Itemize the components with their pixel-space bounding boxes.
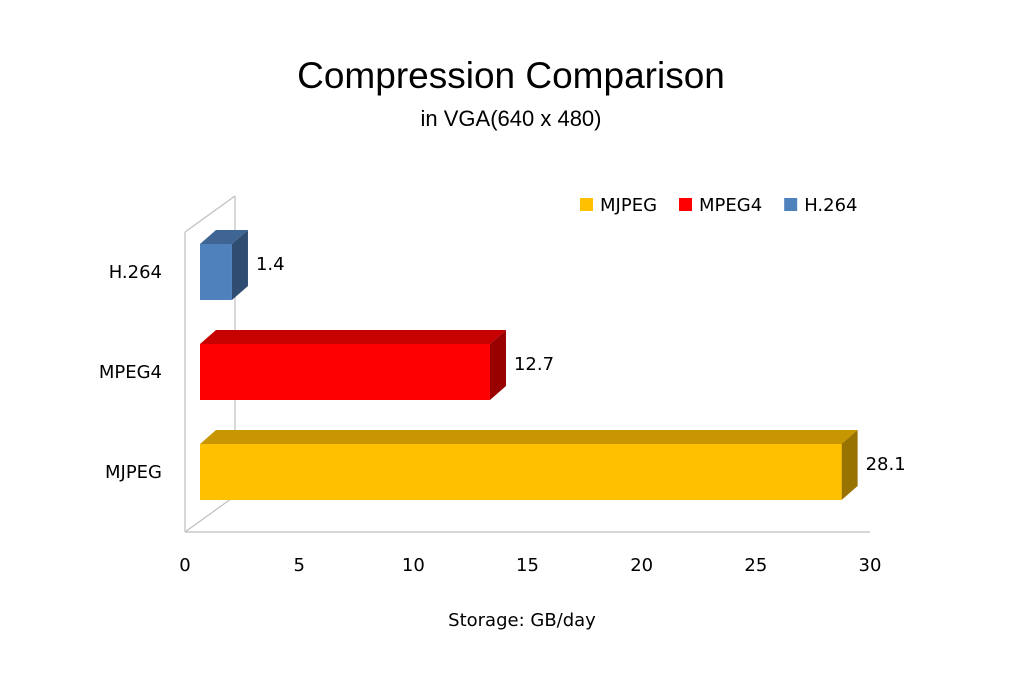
floor-edge [184,495,236,533]
data-label: 12.7 [514,354,554,375]
x-tick-labels: 0 5 10 15 20 25 30 [179,555,881,576]
bar-side-face [489,330,506,400]
legend-item: H.264 [784,195,857,216]
category-label: H.264 [109,262,162,283]
bar-top-face [200,430,858,444]
bar-front-face [200,244,232,300]
bar-side-face [841,430,858,500]
category-labels: MJPEG MPEG4 H.264 [99,262,162,483]
bar-side-face [231,230,248,300]
bar-mpeg4 [200,330,506,400]
legend-item: MPEG4 [679,195,762,216]
data-label: 1.4 [256,254,285,275]
x-tick-label: 0 [179,555,190,576]
x-tick-label: 20 [630,555,653,576]
legend-swatch [679,198,693,211]
legend-swatch [580,198,593,211]
chart-subtitle: in VGA(640 x 480) [421,106,602,131]
bar-front-face [200,444,842,500]
x-tick-label: 5 [293,555,304,576]
bar-top-face [200,230,248,244]
x-tick-label: 30 [859,555,882,576]
category-label: MJPEG [105,462,162,483]
side-wall [184,195,236,233]
category-label: MPEG4 [99,362,162,383]
bar-top-face [200,330,506,344]
x-tick-label: 15 [516,555,539,576]
legend-label: MJPEG [600,195,657,216]
x-axis-title: Storage: GB/day [448,610,596,631]
legend: MJPEG MPEG4 H.264 [580,195,857,216]
chart-title: Compression Comparison [297,55,725,96]
bar-mjpeg [200,430,858,500]
bar-front-face [200,344,490,400]
data-label: 28.1 [866,454,906,475]
bar-h-264 [200,230,248,300]
bars-group [200,230,858,500]
legend-label: MPEG4 [699,195,762,216]
legend-label: H.264 [804,195,857,216]
legend-swatch [784,198,798,211]
x-tick-label: 25 [744,555,767,576]
x-tick-label: 10 [402,555,425,576]
data-labels: 28.1 12.7 1.4 [256,254,906,475]
legend-item: MJPEG [580,195,657,216]
